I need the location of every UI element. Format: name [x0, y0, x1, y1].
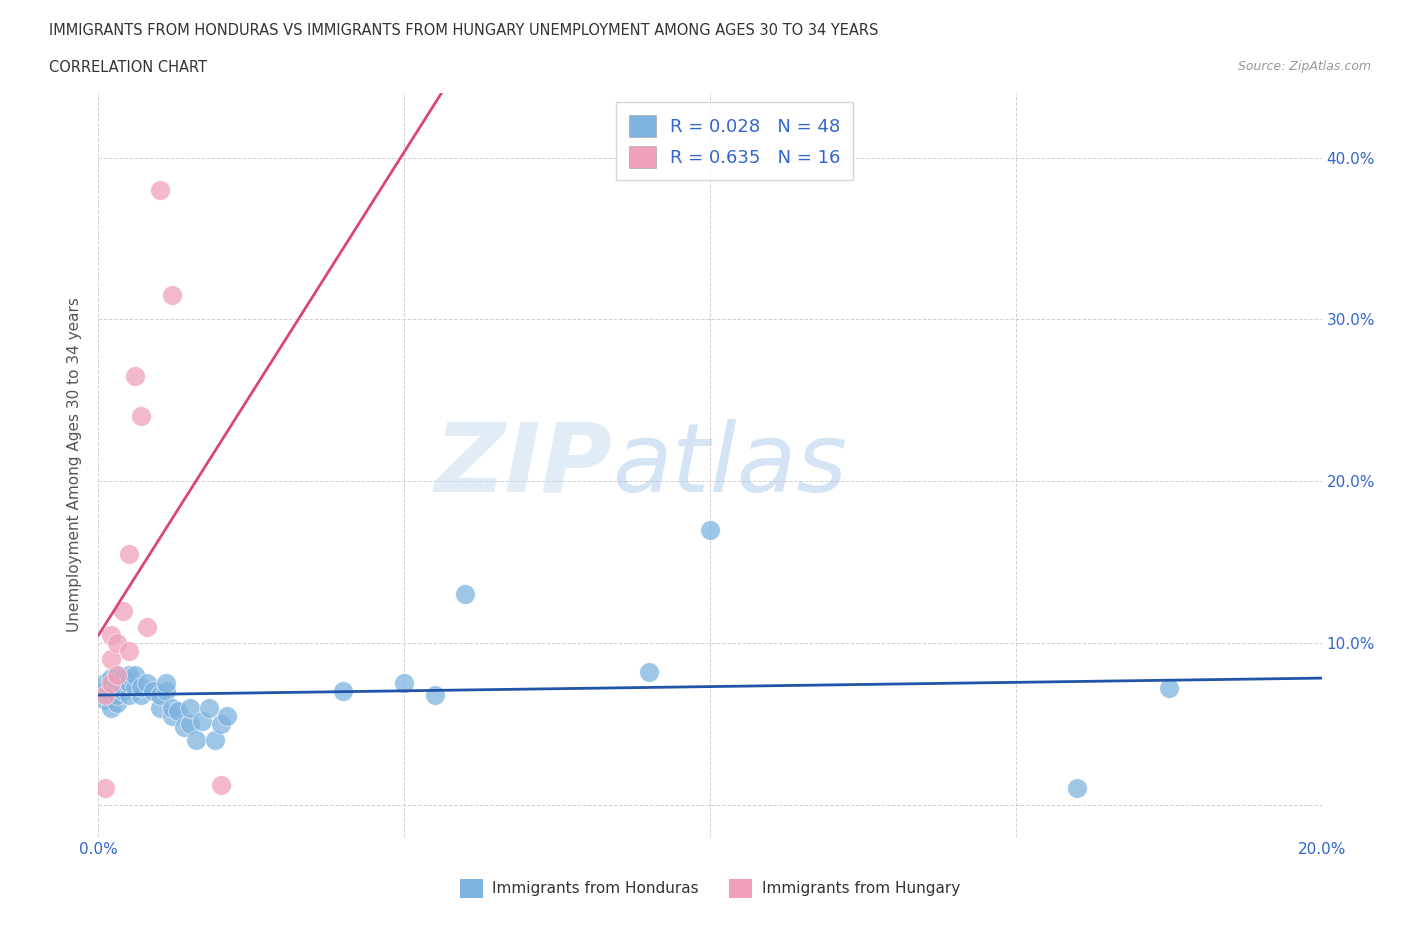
Point: [179, 700, 201, 715]
Text: CORRELATION CHART: CORRELATION CHART: [49, 60, 207, 75]
Point: [149, 700, 172, 715]
Point: [209, 716, 232, 731]
Point: [332, 684, 354, 698]
Point: [105, 635, 128, 650]
Point: [100, 676, 122, 691]
Point: [129, 679, 152, 694]
Point: [93, 676, 115, 691]
Point: [111, 684, 134, 698]
Point: [100, 671, 122, 686]
Point: [129, 409, 152, 424]
Point: [197, 700, 219, 715]
Point: [392, 676, 416, 691]
Text: atlas: atlas: [612, 418, 848, 512]
Point: [118, 547, 141, 562]
Point: [118, 644, 141, 658]
Point: [105, 674, 128, 689]
Point: [209, 777, 232, 792]
Point: [160, 700, 183, 715]
Point: [1157, 681, 1180, 696]
Text: Source: ZipAtlas.com: Source: ZipAtlas.com: [1237, 60, 1371, 73]
Point: [100, 700, 122, 715]
Point: [105, 687, 128, 702]
Legend: Immigrants from Honduras, Immigrants from Hungary: Immigrants from Honduras, Immigrants fro…: [454, 873, 966, 904]
Point: [136, 676, 159, 691]
Point: [173, 720, 195, 735]
Point: [93, 781, 115, 796]
Point: [93, 684, 115, 698]
Point: [179, 716, 201, 731]
Point: [111, 671, 134, 686]
Point: [142, 684, 165, 698]
Point: [149, 687, 172, 702]
Point: [186, 733, 208, 748]
Text: ZIP: ZIP: [434, 418, 612, 512]
Point: [93, 692, 115, 707]
Point: [111, 679, 134, 694]
Point: [204, 733, 226, 748]
Point: [105, 668, 128, 683]
Point: [124, 668, 146, 683]
Point: [118, 676, 141, 691]
Point: [124, 368, 146, 383]
Point: [124, 679, 146, 694]
Point: [454, 587, 477, 602]
Point: [637, 665, 661, 680]
Point: [93, 687, 115, 702]
Point: [100, 628, 122, 643]
Point: [100, 681, 122, 696]
Point: [100, 687, 122, 702]
Point: [160, 287, 183, 302]
Point: [155, 676, 177, 691]
Point: [100, 652, 122, 667]
Text: IMMIGRANTS FROM HONDURAS VS IMMIGRANTS FROM HUNGARY UNEMPLOYMENT AMONG AGES 30 T: IMMIGRANTS FROM HONDURAS VS IMMIGRANTS F…: [49, 23, 879, 38]
Point: [167, 703, 190, 718]
Point: [118, 687, 141, 702]
Point: [105, 696, 128, 711]
Y-axis label: Unemployment Among Ages 30 to 34 years: Unemployment Among Ages 30 to 34 years: [67, 298, 83, 632]
Point: [155, 684, 177, 698]
Point: [215, 709, 238, 724]
Point: [118, 668, 141, 683]
Point: [149, 182, 172, 197]
Point: [699, 523, 721, 538]
Point: [129, 687, 152, 702]
Point: [105, 668, 128, 683]
Point: [111, 604, 134, 618]
Point: [160, 709, 183, 724]
Point: [191, 713, 214, 728]
Point: [423, 687, 446, 702]
Point: [1066, 781, 1088, 796]
Point: [136, 619, 159, 634]
Point: [105, 681, 128, 696]
